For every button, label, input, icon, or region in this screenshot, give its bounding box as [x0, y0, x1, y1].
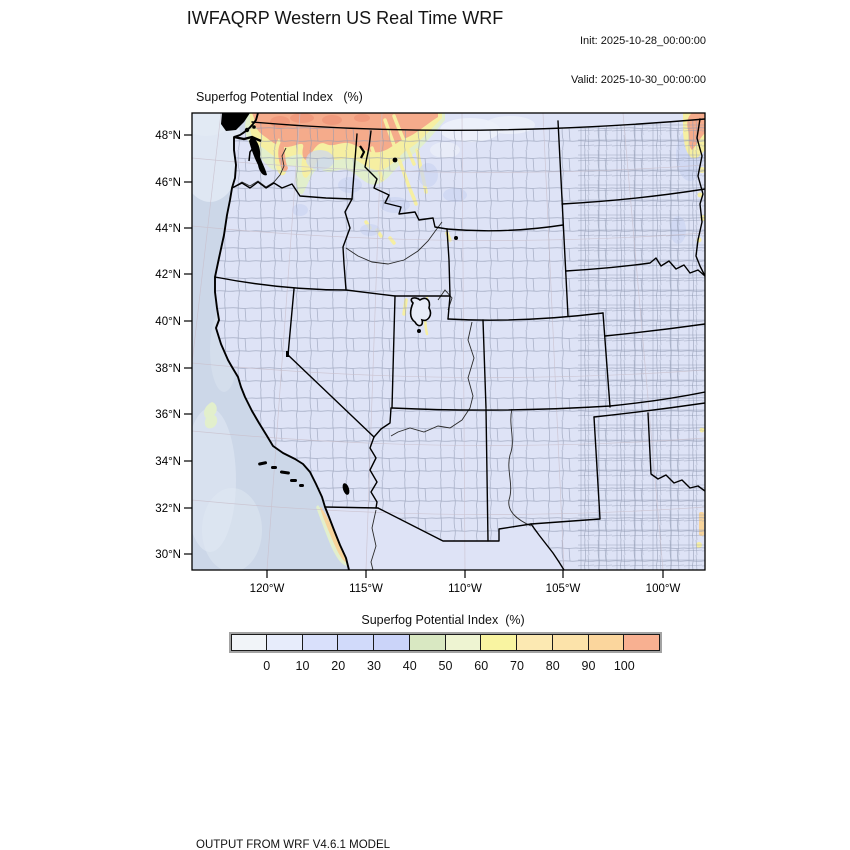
- lake-pend-oreille: [359, 145, 366, 159]
- lat-tick-label: 30°N: [155, 549, 181, 561]
- lat-tick-label: 38°N: [155, 363, 181, 375]
- great-salt-lake: [409, 297, 432, 327]
- colorbar-tick-label: 100: [613, 659, 635, 673]
- lat-tick-label: 44°N: [155, 223, 181, 235]
- colorbar-tick-label: 70: [510, 659, 524, 673]
- lon-tick-label: 110°W: [448, 583, 482, 595]
- colorbar-tick-label: 10: [295, 659, 310, 673]
- map-subtitle: Superfog Potential Index (%): [196, 90, 363, 104]
- colorbar-tick-label: 0: [263, 659, 271, 673]
- colorbar-segment: [444, 634, 482, 651]
- lat-tick-label: 32°N: [155, 503, 181, 515]
- colorbar-segment: [516, 634, 553, 651]
- colorbar-segment: [480, 634, 517, 651]
- colorbar-segment: [408, 634, 446, 651]
- init-timestamp: Init: 2025-10-28_00:00:00: [580, 35, 706, 47]
- water-features: [221, 113, 458, 495]
- lon-tick-label: 120°W: [250, 583, 285, 595]
- yellowstone-lake: [454, 236, 458, 240]
- superfog-baja-strip: [204, 402, 349, 567]
- colorbar-tick-label: 90: [581, 659, 596, 673]
- lat-axis: 48°N 46°N 44°N 42°N 40°N 38°N 36°N 34°N 32°N 30°N: [155, 130, 192, 561]
- lat-tick-label: 36°N: [155, 409, 181, 421]
- colorbar-tick-label: 80: [545, 659, 560, 673]
- lon-axis: 120°W 115°W 110°W 105°W 100°W: [250, 570, 681, 595]
- vancouver-island: [221, 113, 250, 131]
- colorbar-segment: [587, 634, 625, 651]
- colorbar-tick-label: 60: [474, 659, 489, 673]
- lat-tick-label: 34°N: [155, 456, 181, 468]
- lat-tick-label: 42°N: [155, 269, 181, 281]
- lon-tick-label: 115°W: [349, 583, 383, 595]
- colorbar-tick-label: 30: [367, 659, 381, 673]
- lat-tick-label: 48°N: [155, 130, 181, 142]
- graticule: [192, 113, 705, 570]
- footer-notes: OUTPUT FROM WRF V4.6.1 MODEL WE = 310 ; …: [196, 810, 648, 850]
- lake-tahoe: [286, 351, 289, 357]
- map-frame: [191, 112, 706, 571]
- footer-line1: OUTPUT FROM WRF V4.6.1 MODEL: [196, 839, 391, 850]
- flathead-lake: [392, 157, 398, 163]
- channel-islands: [258, 461, 304, 487]
- state-boundaries: [214, 118, 705, 570]
- colorbar-tick-label: 20: [331, 659, 346, 673]
- canada-border: [251, 118, 705, 132]
- colorbar-tick-label: 50: [438, 659, 453, 673]
- lat-tick-label: 40°N: [155, 316, 181, 328]
- colorbar-segment: [623, 634, 660, 651]
- colorbar-segment: [551, 634, 589, 651]
- colorbar-segment: [265, 634, 303, 651]
- colorbar-segment: [231, 634, 267, 651]
- lon-tick-label: 100°W: [646, 583, 681, 595]
- salton-sea: [342, 483, 350, 495]
- colorbar-title: Superfog Potential Index (%): [361, 613, 525, 627]
- colorbar-segment: [301, 634, 339, 651]
- colorbar-tick-label: 40: [402, 659, 417, 673]
- colorbar-segment: [337, 634, 374, 651]
- colorbar: [229, 632, 662, 653]
- colorbar-segment: [373, 634, 410, 651]
- page-title: IWFAQRP Western US Real Time WRF: [186, 8, 504, 28]
- lon-tick-label: 105°W: [546, 583, 581, 595]
- strait-juan-de-fuca: [233, 135, 262, 143]
- rivers: [231, 147, 532, 570]
- lat-tick-label: 46°N: [155, 177, 181, 189]
- puget-sound: [249, 136, 267, 176]
- model-timestamps: Init: 2025-10-28_00:00:00 Valid: 2025-10…: [571, 9, 706, 113]
- valid-timestamp: Valid: 2025-10-30_00:00:00: [571, 74, 706, 86]
- superfog-offshore-blob: [204, 402, 218, 429]
